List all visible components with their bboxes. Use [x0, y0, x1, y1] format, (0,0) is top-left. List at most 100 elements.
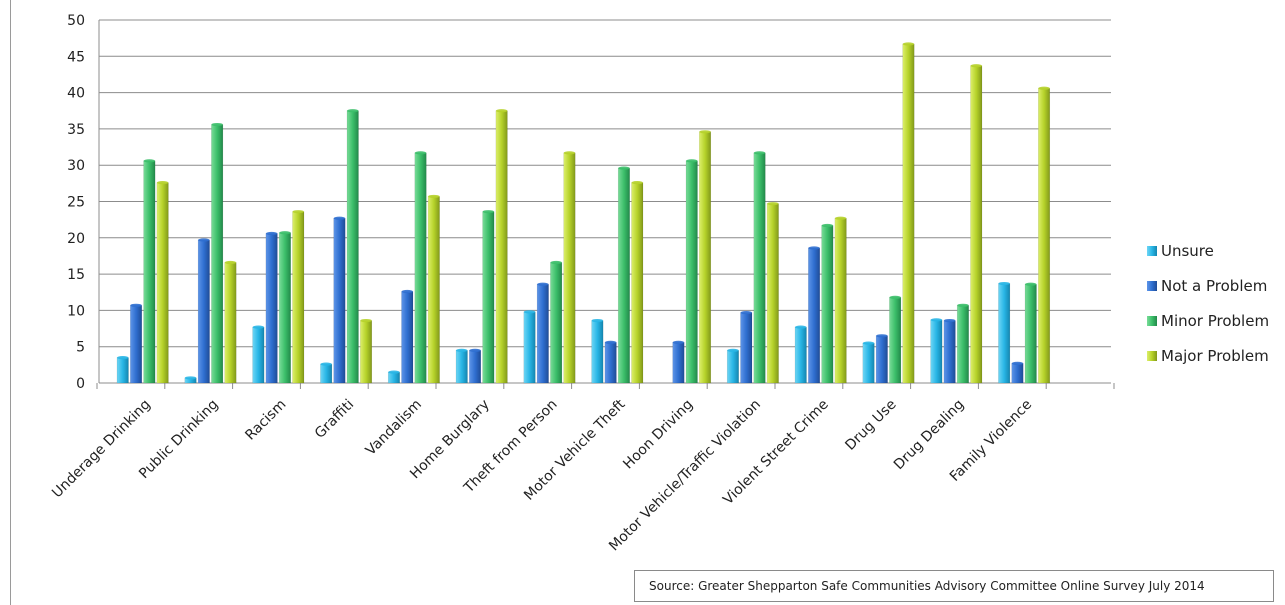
bar-cap: [456, 348, 468, 352]
bar-cap: [631, 181, 643, 185]
bar-minor-problem: [1024, 284, 1037, 384]
bar-cap: [184, 376, 197, 380]
y-tick-label: 25: [67, 195, 85, 211]
bar-cap: [320, 362, 332, 366]
bar-cap: [414, 151, 427, 155]
bar-unsure: [523, 311, 536, 384]
bar-cap: [428, 194, 440, 199]
bar-major-problem: [766, 203, 779, 384]
bar-cap: [957, 303, 969, 307]
bar-unsure: [862, 342, 875, 384]
bar-major-problem: [1038, 87, 1051, 384]
bar-cap: [265, 231, 278, 236]
legend-label: Minor Problem: [1161, 312, 1269, 330]
bar-minor-problem: [346, 110, 359, 384]
y-tick-label: 0: [76, 376, 85, 392]
bar-unsure: [455, 350, 468, 384]
bar-not-a-problem: [469, 350, 482, 384]
bar-minor-problem: [143, 160, 156, 384]
y-tick-label: 45: [67, 49, 85, 65]
legend: Unsure Not a Problem Minor Problem Major Pr…: [1147, 242, 1269, 365]
bar-cap: [360, 318, 372, 323]
y-tick-label: 20: [67, 231, 85, 247]
bar-cap: [943, 318, 956, 323]
bar-not-a-problem: [265, 233, 278, 384]
category-label: Drug Dealing: [891, 397, 968, 474]
bar-minor-problem: [278, 232, 291, 384]
bar-minor-problem: [414, 152, 427, 384]
bar-major-problem: [834, 217, 847, 384]
legend-label: Not a Problem: [1161, 277, 1267, 295]
y-tick-label: 5: [76, 340, 85, 356]
bar-not-a-problem: [401, 291, 414, 384]
bar-cap: [998, 281, 1010, 286]
legend-swatch: [1147, 351, 1157, 361]
bar-cap: [211, 122, 223, 127]
bar-minor-problem: [889, 297, 902, 384]
bar-not-a-problem: [943, 320, 956, 384]
y-axis-ticks: 0 5 10 15 20 25 30 35 40 45 50: [67, 13, 85, 392]
bar-minor-problem: [482, 211, 495, 384]
y-tick-label: 30: [67, 158, 85, 174]
bar-cap: [252, 325, 265, 329]
category-label: Racism: [242, 397, 289, 444]
bar-cap: [224, 260, 237, 265]
bar-cap: [970, 64, 982, 68]
bar-cap: [523, 310, 536, 314]
bar-cap: [753, 151, 766, 155]
bar-cap: [834, 216, 847, 220]
chart-frame: 0 5 10 15 20 25 30 35 40 45 50 Underage Drinking Pu…: [10, 0, 1285, 605]
bar-unsure: [998, 283, 1011, 384]
bar-major-problem: [495, 110, 508, 384]
bar-cap: [347, 109, 359, 113]
bar-unsure: [726, 350, 739, 384]
y-tick-label: 15: [67, 267, 85, 283]
bar-major-problem: [224, 262, 237, 384]
bar-minor-problem: [821, 225, 834, 384]
bar-cap: [618, 166, 630, 170]
bar-cap: [795, 325, 807, 329]
bar-cap: [537, 282, 549, 286]
bar-major-problem: [631, 182, 644, 384]
bar-cap: [1025, 282, 1037, 286]
bar-minor-problem: [550, 262, 563, 384]
bar-unsure: [252, 326, 265, 384]
bar-not-a-problem: [1011, 363, 1024, 384]
bar-major-problem: [292, 211, 305, 384]
legend-label: Major Problem: [1161, 347, 1269, 365]
bar-not-a-problem: [740, 312, 753, 384]
bar-not-a-problem: [130, 305, 143, 384]
category-label: Graffiti: [312, 397, 357, 442]
source-note: Source: Greater Shepparton Safe Communit…: [634, 570, 1274, 602]
bar-cap: [292, 210, 304, 214]
category-label: Underage Drinking: [49, 397, 154, 502]
bar-cap: [902, 42, 915, 46]
bar-cap: [156, 181, 169, 185]
bar-cap: [930, 318, 943, 322]
bar-cap: [862, 341, 875, 345]
bar-major-problem: [427, 196, 440, 384]
bar-cap: [482, 210, 495, 214]
bar-major-problem: [699, 131, 712, 384]
bar-not-a-problem: [536, 284, 549, 384]
bar-cap: [821, 223, 834, 228]
bar-major-problem: [970, 65, 983, 384]
bar-cap: [143, 159, 156, 163]
bar-cap: [699, 130, 711, 134]
category-label: Vandalism: [363, 397, 425, 459]
legend-swatch: [1147, 316, 1157, 326]
legend-swatch: [1147, 281, 1157, 291]
bar-not-a-problem: [808, 247, 821, 384]
bar-major-problem: [563, 152, 576, 384]
bar-minor-problem: [617, 167, 630, 384]
bar-cap: [808, 246, 820, 250]
legend-label: Unsure: [1161, 242, 1214, 260]
bar-cap: [563, 151, 576, 155]
category-label: Drug Use: [842, 397, 899, 454]
bar-cap: [388, 370, 400, 374]
bar-cap: [686, 159, 698, 163]
bar-cap: [727, 348, 739, 352]
bar-not-a-problem: [333, 217, 346, 384]
bar-unsure: [387, 371, 400, 384]
